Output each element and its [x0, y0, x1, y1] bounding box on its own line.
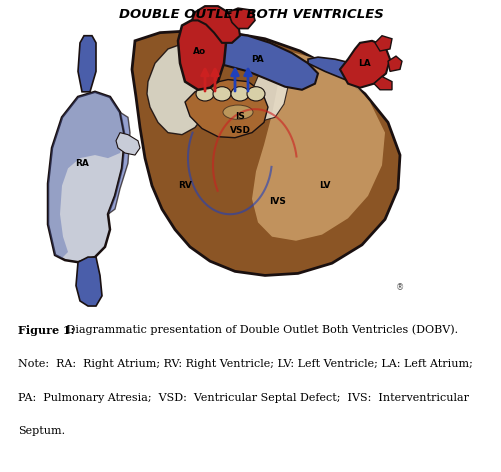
Text: Septum.: Septum. [18, 426, 65, 436]
Polygon shape [108, 112, 130, 214]
Text: PA: PA [251, 55, 264, 64]
Text: DOUBLE OUTLET BOTH VENTRICLES: DOUBLE OUTLET BOTH VENTRICLES [118, 8, 383, 21]
Polygon shape [132, 31, 399, 276]
Text: RV: RV [178, 181, 191, 190]
Polygon shape [191, 6, 239, 43]
Ellipse shape [222, 105, 253, 119]
Polygon shape [308, 57, 367, 84]
Text: RA: RA [75, 159, 89, 168]
Polygon shape [48, 92, 125, 262]
Polygon shape [185, 80, 268, 138]
Text: IS: IS [234, 112, 244, 121]
Polygon shape [78, 36, 96, 92]
Ellipse shape [212, 87, 230, 101]
Polygon shape [76, 257, 102, 306]
Text: Diagrammatic presentation of Double Outlet Both Ventricles (DOBV).: Diagrammatic presentation of Double Outl… [63, 325, 457, 336]
Polygon shape [387, 56, 401, 71]
Text: Figure 1:: Figure 1: [18, 325, 74, 336]
Text: LA: LA [358, 59, 371, 68]
Polygon shape [374, 36, 391, 51]
Ellipse shape [230, 87, 248, 101]
Polygon shape [116, 133, 140, 155]
Polygon shape [48, 92, 125, 258]
Polygon shape [253, 66, 288, 120]
Polygon shape [339, 41, 389, 88]
Text: Ao: Ao [193, 47, 206, 56]
Text: IVS: IVS [269, 197, 286, 206]
Polygon shape [252, 51, 384, 241]
Polygon shape [147, 43, 214, 135]
Polygon shape [227, 8, 255, 29]
Polygon shape [178, 18, 225, 90]
Ellipse shape [246, 87, 265, 101]
Ellipse shape [195, 87, 213, 101]
Text: Note:  RA:  Right Atrium; RV: Right Ventricle; LV: Left Ventricle; LA: Left Atri: Note: RA: Right Atrium; RV: Right Ventri… [18, 359, 471, 369]
Text: LV: LV [319, 181, 330, 190]
Text: ®: ® [395, 283, 403, 292]
Polygon shape [373, 76, 391, 90]
Polygon shape [191, 33, 317, 90]
Text: PA:  Pulmonary Atresia;  VSD:  Ventricular Septal Defect;  IVS:  Interventricula: PA: Pulmonary Atresia; VSD: Ventricular … [18, 393, 468, 403]
Text: VSD: VSD [229, 126, 250, 135]
